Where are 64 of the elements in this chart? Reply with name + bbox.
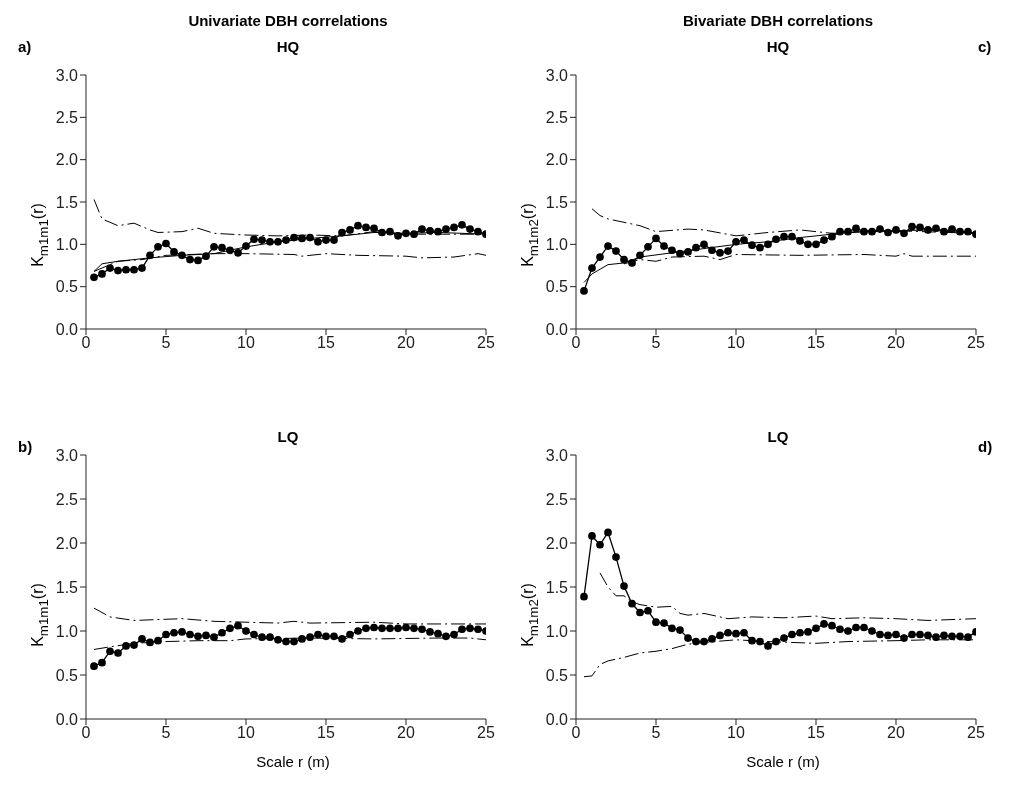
x-axis-title: Scale r (m): [255, 753, 331, 770]
chart-title: Univariate DBH correlations: [187, 12, 389, 29]
x-tick-label: 20: [397, 334, 415, 352]
x-tick-label: 15: [807, 334, 825, 352]
x-tick-label: 5: [651, 334, 661, 352]
x-tick-label: 25: [967, 334, 985, 352]
x-tick-label: 20: [887, 334, 905, 352]
x-tick-label: 15: [807, 724, 825, 742]
x-tick-label: 5: [161, 334, 171, 352]
x-tick-label: 5: [161, 724, 171, 742]
y-tick-label: 1.0: [55, 236, 79, 254]
chart-subtitle: HQ: [275, 38, 301, 55]
y-tick-label: 0.5: [55, 666, 79, 684]
x-tick-label: 25: [477, 724, 495, 742]
chart-title: LQ: [767, 428, 789, 445]
y-tick-label: 2.0: [545, 534, 569, 552]
x-tick-label: 15: [317, 724, 335, 742]
y-tick-label: 2.5: [545, 490, 569, 508]
x-tick-label: 10: [237, 724, 255, 742]
chart-subtitle: HQ: [766, 38, 790, 55]
text: c): [978, 38, 992, 55]
y-tick-label: 1.0: [545, 622, 569, 640]
y-tick-label: 0.0: [55, 710, 79, 728]
x-tick-label: 25: [967, 724, 985, 742]
x-tick-label: 10: [727, 724, 745, 742]
y-tick-label: 0.0: [545, 710, 569, 728]
y-tick-label: 3.0: [55, 66, 79, 84]
chart-title: Bivariate DBH correlations: [681, 12, 875, 29]
x-tick-label: 0: [571, 724, 581, 742]
y-tick-label: 3.0: [545, 66, 569, 84]
y-tick-label: 0.5: [55, 278, 79, 296]
y-tick-label: 1.5: [545, 193, 569, 211]
x-tick-label: 10: [727, 334, 745, 352]
x-tick-label: 5: [651, 724, 661, 742]
chart-title: LQ: [276, 428, 300, 445]
text: a): [18, 38, 32, 55]
text: b): [18, 438, 33, 455]
x-tick-label: 25: [477, 334, 495, 352]
y-tick-label: 2.5: [55, 109, 79, 127]
x-tick-label: 0: [81, 724, 91, 742]
y-tick-label: 0.0: [545, 320, 569, 338]
x-tick-label: 0: [81, 334, 91, 352]
x-tick-label: 15: [317, 334, 335, 352]
y-tick-label: 0.0: [55, 320, 79, 338]
text: d): [978, 438, 993, 455]
y-tick-label: 2.0: [55, 151, 79, 169]
y-tick-label: 2.5: [545, 109, 569, 127]
y-tick-label: 2.0: [545, 151, 569, 169]
y-tick-label: 1.0: [545, 236, 569, 254]
y-tick-label: 2.5: [55, 490, 79, 508]
y-tick-label: 2.0: [55, 534, 79, 552]
y-tick-label: 1.5: [55, 193, 79, 211]
x-tick-label: 0: [571, 334, 581, 352]
x-axis-title: Scale r (m): [745, 753, 821, 770]
y-tick-label: 0.5: [545, 666, 569, 684]
x-tick-label: 10: [237, 334, 255, 352]
y-tick-label: 1.5: [55, 578, 79, 596]
x-tick-label: 20: [887, 724, 905, 742]
y-tick-label: 0.5: [545, 278, 569, 296]
y-tick-label: 3.0: [55, 446, 79, 464]
y-tick-label: 1.5: [545, 578, 569, 596]
x-tick-label: 20: [397, 724, 415, 742]
y-tick-label: 1.0: [55, 622, 79, 640]
y-tick-label: 3.0: [545, 446, 569, 464]
